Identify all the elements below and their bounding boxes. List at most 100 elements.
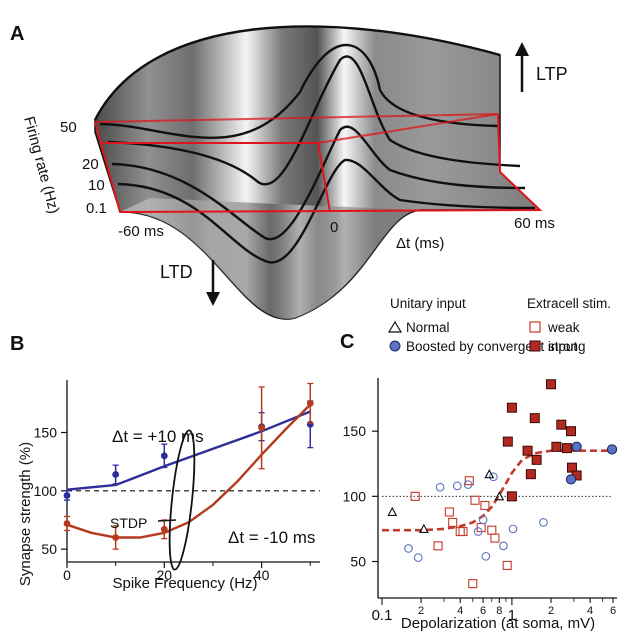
data-point-series-1 (112, 471, 120, 478)
point-weak (490, 533, 500, 543)
point-strong (529, 413, 540, 424)
x-tick-label-c: 4 (457, 605, 463, 617)
point-strong (561, 443, 572, 454)
rate-tick-20: 20 (82, 156, 99, 173)
x-tick-label-b: 40 (254, 567, 270, 583)
x-tick-label-c: 8 (496, 605, 502, 617)
point-strong (531, 454, 542, 465)
y-axis-label-a: Firing rate (Hz) (20, 115, 62, 216)
point-weak (487, 525, 497, 535)
legend-weak-marker (529, 321, 541, 333)
point-strong (565, 426, 576, 437)
point-boosted (404, 544, 413, 553)
data-point-series-1 (160, 452, 168, 460)
x-tick-label-b: 0 (63, 567, 71, 583)
panel-b-label: B (10, 333, 24, 355)
point-weak (480, 500, 490, 511)
x-axis-label-a: Δt (ms) (396, 235, 444, 252)
x-tick-label-c: 6 (480, 605, 486, 617)
curve-top-edge (93, 25, 501, 121)
y-tick-label-c: 100 (343, 488, 367, 504)
ltd-label: LTD (160, 262, 193, 282)
legend-extracell-title: Extracell stim. (527, 296, 611, 311)
point-boosted (463, 480, 473, 489)
point-normal (418, 523, 429, 533)
x-axis-label-c: Depolarization (at soma, mV) (401, 615, 595, 632)
panel-b-marks (63, 382, 320, 550)
data-point-series-2 (63, 520, 71, 527)
point-strong (506, 402, 517, 413)
point-weak (410, 491, 420, 501)
y-tick-label-c: 50 (350, 554, 366, 570)
y-tick-label-b: 50 (41, 541, 57, 557)
x-tick-minus-60: -60 ms (118, 223, 164, 240)
point-strong (502, 436, 513, 447)
point-boosted (413, 553, 423, 562)
legend-normal-marker (387, 320, 403, 333)
point-boosted (565, 474, 577, 485)
point-boosted (489, 472, 498, 482)
point-boosted (452, 481, 462, 491)
x-tick-label-c: 0.1 (372, 607, 393, 624)
point-weak (468, 579, 478, 589)
legend-strong: strong (548, 339, 586, 354)
point-strong (522, 445, 533, 456)
y-axis-label-b: Synapse strength (%) (17, 442, 34, 586)
y-tick-label-b: 100 (34, 483, 58, 499)
point-normal (494, 491, 505, 501)
panel-c: C Unitary input Extracell stim. Normal B… (340, 296, 618, 632)
point-boosted (508, 524, 518, 534)
stdp-ellipse (168, 429, 196, 571)
point-strong (506, 491, 517, 502)
x-tick-label-c: 6 (610, 605, 616, 617)
point-weak (448, 517, 458, 527)
data-point-series-1 (63, 492, 71, 499)
point-strong (551, 441, 562, 452)
panel-c-label: C (340, 331, 354, 353)
point-strong (556, 419, 567, 430)
legend-normal: Normal (406, 320, 450, 335)
point-weak (458, 526, 468, 537)
panel-b: B Synapse strength (%) Spike Frequency (… (10, 333, 320, 592)
ltp-arrow (515, 42, 529, 92)
series-label-plus-10: Δt = +10 ms (112, 427, 204, 446)
rate-frame (94, 113, 543, 213)
legend-boosted-marker (389, 340, 401, 352)
x-tick-label-b: 20 (157, 567, 173, 583)
data-point-series-2 (306, 399, 314, 407)
point-boosted (478, 515, 488, 525)
ltp-label: LTP (536, 64, 568, 84)
rate-tick-50: 50 (60, 119, 77, 136)
panel-a: A 50 20 10 0.1 -60 ms 0 60 ms Δt (ms (10, 23, 568, 320)
rate-tick-10: 10 (88, 177, 105, 194)
x-tick-60: 60 ms (514, 215, 555, 232)
point-normal (387, 506, 398, 517)
y-tick-label-b: 150 (34, 425, 58, 441)
data-point-series-2 (112, 534, 120, 541)
point-strong (525, 469, 536, 480)
legend-unitary-title: Unitary input (390, 296, 466, 311)
x-tick-label-c: 2 (418, 605, 424, 617)
point-weak (455, 526, 465, 537)
curve-rate-10 (111, 125, 526, 241)
point-boosted (606, 444, 618, 455)
x-axis-label-b: Spike Frequency (Hz) (112, 575, 257, 592)
sigmoid-fit (382, 449, 613, 532)
ltd-arrow (206, 260, 220, 306)
fit-line-series-1 (66, 410, 311, 491)
point-boosted (571, 441, 582, 452)
fit-line-series-2 (66, 403, 312, 539)
x-tick-label-c: 2 (548, 605, 554, 617)
point-normal (484, 469, 495, 479)
point-boosted (473, 527, 483, 536)
point-strong (546, 379, 557, 390)
curve-rate-0-1 (117, 158, 536, 264)
point-boosted (481, 551, 491, 561)
data-point-series-2 (258, 424, 266, 432)
x-tick-label-c: 4 (587, 605, 593, 617)
data-point-series-2 (160, 525, 168, 533)
point-boosted (499, 541, 508, 551)
stdp-pointer (157, 519, 177, 522)
